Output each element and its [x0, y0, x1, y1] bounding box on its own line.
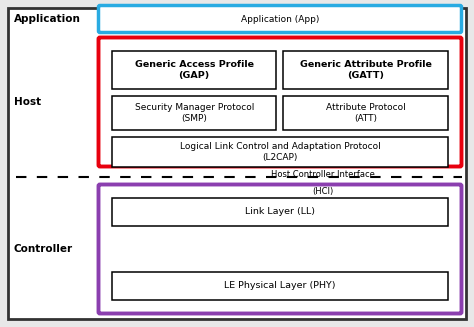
Text: Host: Host — [14, 97, 41, 107]
Bar — [112, 137, 448, 167]
Text: Controller: Controller — [14, 244, 73, 254]
Text: Link Layer (LL): Link Layer (LL) — [245, 208, 315, 216]
Bar — [283, 96, 448, 130]
Bar — [112, 96, 276, 130]
Bar — [112, 51, 276, 89]
Text: Host Controller Interface: Host Controller Interface — [271, 170, 375, 179]
Text: Application: Application — [14, 14, 81, 24]
Text: Generic Access Profile
(GAP): Generic Access Profile (GAP) — [135, 60, 254, 80]
FancyBboxPatch shape — [99, 38, 462, 166]
Text: Application (App): Application (App) — [241, 14, 319, 24]
Text: (HCI): (HCI) — [312, 187, 334, 196]
Text: Security Manager Protocol
(SMP): Security Manager Protocol (SMP) — [135, 103, 254, 123]
Text: Attribute Protocol
(ATT): Attribute Protocol (ATT) — [326, 103, 406, 123]
FancyBboxPatch shape — [99, 184, 462, 314]
Bar — [112, 272, 448, 300]
Bar — [112, 198, 448, 226]
Text: Logical Link Control and Adaptation Protocol
(L2CAP): Logical Link Control and Adaptation Prot… — [180, 142, 380, 162]
Text: LE Physical Layer (PHY): LE Physical Layer (PHY) — [224, 282, 336, 290]
Bar — [283, 51, 448, 89]
Text: Generic Attribute Profile
(GATT): Generic Attribute Profile (GATT) — [300, 60, 432, 80]
FancyBboxPatch shape — [99, 6, 462, 32]
